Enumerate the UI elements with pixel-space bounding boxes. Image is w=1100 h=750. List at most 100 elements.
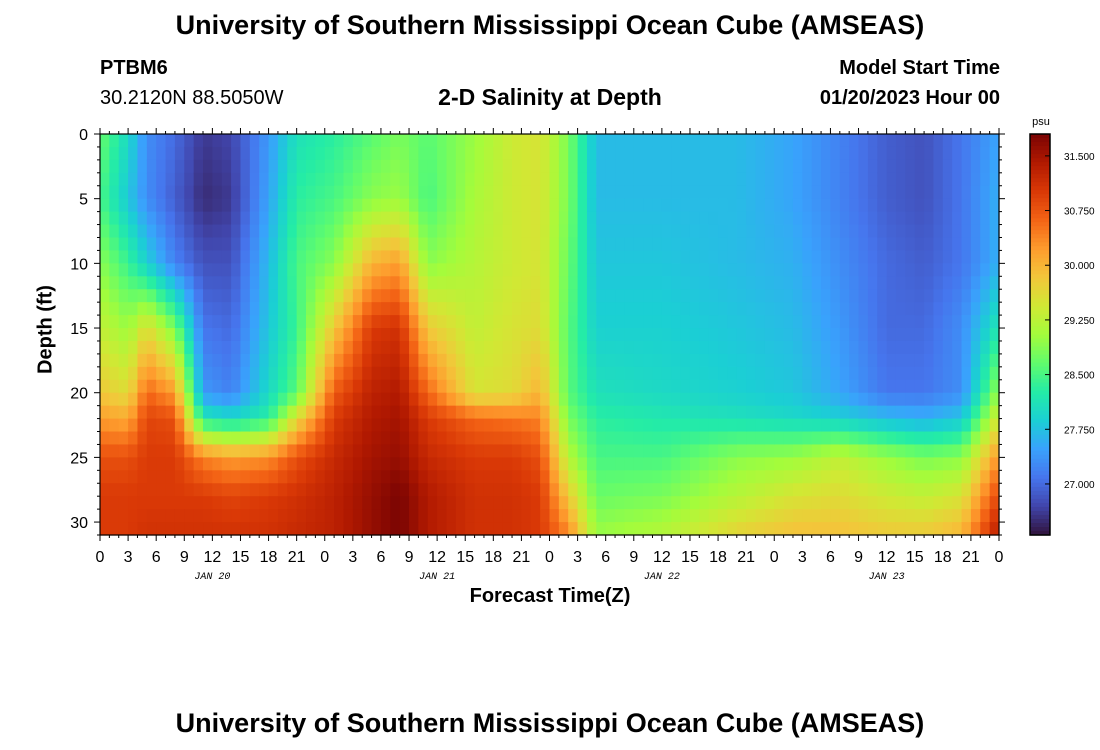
heatmap-cell xyxy=(821,496,832,510)
heatmap-cell xyxy=(671,211,682,226)
heatmap-cell xyxy=(137,405,148,420)
heatmap-cell xyxy=(615,172,626,187)
heatmap-cell xyxy=(399,509,410,523)
heatmap-cell xyxy=(455,509,466,523)
heatmap-cell xyxy=(512,185,522,200)
heatmap-cell xyxy=(671,328,682,342)
heatmap-cell xyxy=(306,340,316,355)
heatmap-cell xyxy=(970,470,981,484)
heatmap-cell xyxy=(736,289,747,303)
heatmap-cell xyxy=(924,457,935,471)
heatmap-cell xyxy=(568,276,579,290)
heatmap-cell xyxy=(315,366,326,381)
heatmap-cell xyxy=(577,211,588,226)
heatmap-cell xyxy=(839,263,850,277)
heatmap-cell xyxy=(287,444,298,458)
heatmap-cell xyxy=(633,366,644,381)
heatmap-cell xyxy=(352,509,363,523)
heatmap-cell xyxy=(137,263,148,277)
heatmap-cell xyxy=(221,185,232,200)
heatmap-cell xyxy=(708,263,719,277)
heatmap-cell xyxy=(530,457,541,471)
heatmap-cell xyxy=(942,198,953,213)
heatmap-cell xyxy=(633,134,644,148)
heatmap-cell xyxy=(708,509,719,523)
heatmap-cell xyxy=(128,289,139,303)
heatmap-cell xyxy=(156,483,167,497)
heatmap-cell xyxy=(418,237,429,252)
heatmap-cell xyxy=(858,224,869,239)
heatmap-cell xyxy=(849,134,860,148)
heatmap-cell xyxy=(839,353,850,368)
heatmap-cell xyxy=(465,366,476,381)
heatmap-cell xyxy=(586,457,597,471)
heatmap-cell xyxy=(446,457,457,471)
heatmap-cell xyxy=(914,457,925,471)
heatmap-cell xyxy=(680,302,691,316)
colorbar-segment xyxy=(1030,510,1050,516)
heatmap-cell xyxy=(128,496,139,510)
heatmap-cell xyxy=(652,224,663,239)
heatmap-cell xyxy=(315,431,326,446)
heatmap-cell xyxy=(755,159,766,174)
heatmap-cell xyxy=(849,185,860,200)
heatmap-cell xyxy=(249,289,260,303)
heatmap-cell xyxy=(362,483,373,497)
heatmap-cell xyxy=(549,470,560,484)
heatmap-cell xyxy=(474,418,485,433)
heatmap-cell xyxy=(708,185,719,200)
heatmap-cell xyxy=(296,276,307,290)
heatmap-cell xyxy=(942,366,953,381)
heatmap-cell xyxy=(727,289,738,303)
x-tick-label: 0 xyxy=(96,549,105,566)
heatmap-cell xyxy=(633,276,644,290)
heatmap-cell xyxy=(680,405,691,420)
heatmap-cell xyxy=(502,470,513,484)
heatmap-cell xyxy=(933,431,944,446)
heatmap-cell xyxy=(128,392,139,407)
heatmap-cell xyxy=(736,237,747,252)
heatmap-cell xyxy=(184,405,195,420)
heatmap-cell xyxy=(203,366,213,381)
heatmap-cell xyxy=(839,405,850,420)
heatmap-cell xyxy=(530,185,541,200)
heatmap-cell xyxy=(895,392,906,407)
heatmap-cell xyxy=(212,470,223,484)
heatmap-cell xyxy=(502,159,513,174)
heatmap-cell xyxy=(877,483,888,497)
heatmap-cell xyxy=(877,250,888,264)
heatmap-cell xyxy=(624,353,635,368)
heatmap-cell xyxy=(184,444,195,458)
heatmap-cell xyxy=(174,522,185,536)
heatmap-cell xyxy=(399,315,410,329)
x-axis: 0 3 6 9 12 15 18 21 0 3 6 9 12 15 18 21 0 3 6 9 12 15 18 21 0 3 6 9… xyxy=(96,128,1004,583)
heatmap-cell xyxy=(830,328,841,342)
heatmap-cell xyxy=(409,146,419,161)
heatmap-cell xyxy=(746,392,757,407)
heatmap-cell xyxy=(802,457,813,471)
heatmap-cell xyxy=(352,211,363,226)
heatmap-cell xyxy=(877,340,888,355)
x-tick-label: 21 xyxy=(513,549,531,566)
heatmap-cell xyxy=(259,276,270,290)
heatmap-cell xyxy=(240,146,251,161)
heatmap-cell xyxy=(895,146,906,161)
heatmap-cell xyxy=(530,211,541,226)
heatmap-cell xyxy=(174,444,185,458)
heatmap-cell xyxy=(989,146,1000,161)
heatmap-cell xyxy=(193,185,204,200)
heatmap-cell xyxy=(811,146,822,161)
heatmap-cell xyxy=(905,198,916,213)
colorbar-segment xyxy=(1030,346,1050,352)
heatmap-cell xyxy=(933,353,944,368)
heatmap-cell xyxy=(324,211,335,226)
heatmap-cell xyxy=(174,315,185,329)
heatmap-cell xyxy=(914,483,925,497)
heatmap-cell xyxy=(858,379,869,394)
heatmap-cell xyxy=(259,483,270,497)
heatmap-cell xyxy=(502,315,513,329)
heatmap-cell xyxy=(568,418,579,433)
heatmap-cell xyxy=(390,444,401,458)
heatmap-cell xyxy=(455,496,466,510)
heatmap-cell xyxy=(540,483,551,497)
